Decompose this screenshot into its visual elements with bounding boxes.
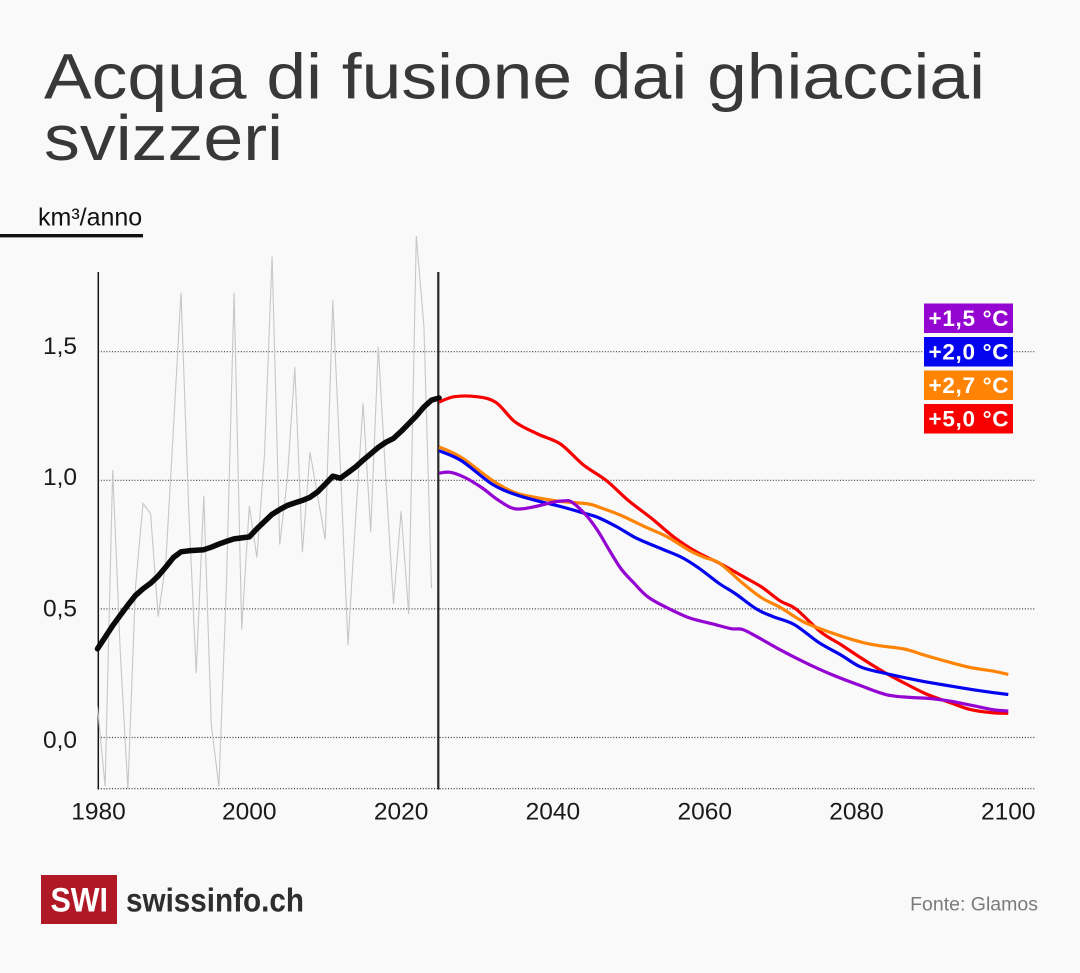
svg-text:+5,0 °C: +5,0 °C	[929, 407, 1009, 432]
svg-text:+1,5 °C: +1,5 °C	[929, 306, 1009, 331]
svg-text:1,0: 1,0	[43, 464, 77, 491]
svg-text:2000: 2000	[222, 799, 277, 826]
svg-text:0,0: 0,0	[43, 727, 77, 754]
svg-text:km³/anno: km³/anno	[38, 204, 142, 232]
svg-text:+2,7 °C: +2,7 °C	[929, 373, 1009, 398]
svg-text:2060: 2060	[677, 799, 732, 826]
svg-text:0,5: 0,5	[43, 595, 77, 622]
svg-text:swissinfo.ch: swissinfo.ch	[126, 883, 304, 920]
svg-text:Fonte: Glamos: Fonte: Glamos	[910, 894, 1038, 916]
svg-text:2040: 2040	[526, 799, 581, 826]
svg-text:1,5: 1,5	[43, 333, 77, 360]
svg-text:+2,0 °C: +2,0 °C	[929, 340, 1009, 365]
svg-text:svizzeri: svizzeri	[44, 102, 283, 174]
svg-text:1980: 1980	[71, 799, 126, 826]
svg-text:Acqua di fusione dai ghiacciai: Acqua di fusione dai ghiacciai	[44, 41, 985, 113]
svg-text:2020: 2020	[374, 799, 429, 826]
svg-text:SWI: SWI	[51, 882, 109, 920]
svg-text:2100: 2100	[981, 799, 1036, 826]
svg-text:2080: 2080	[829, 799, 884, 826]
